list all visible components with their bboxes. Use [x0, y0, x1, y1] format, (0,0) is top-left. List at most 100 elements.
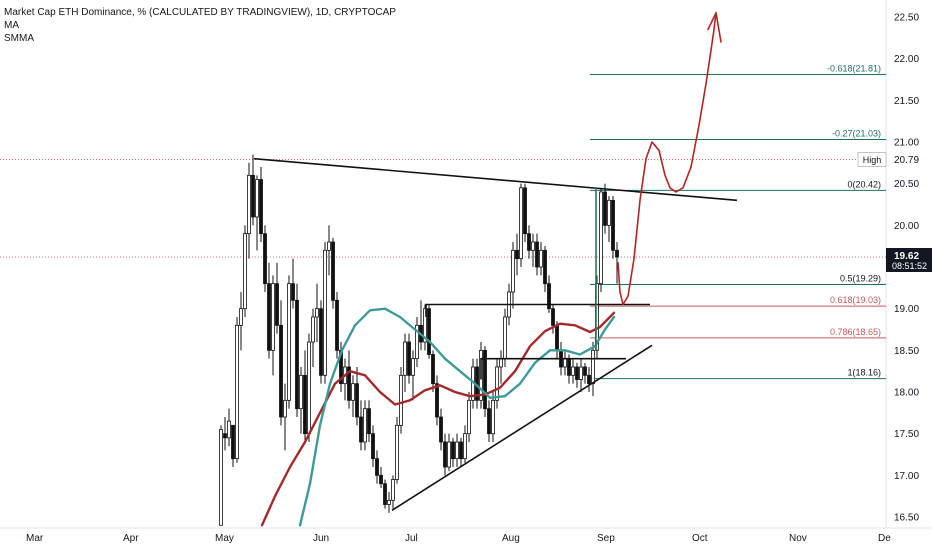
candle	[583, 362, 587, 384]
candle-body	[399, 374, 403, 426]
candle-body	[607, 199, 611, 226]
fib-level-label: -0.27(21.03)	[832, 129, 881, 139]
candle	[283, 383, 287, 451]
candle	[311, 308, 315, 367]
candle	[547, 275, 551, 313]
ascending-trendline	[391, 344, 653, 512]
fib-level-label: 0(20.42)	[847, 179, 881, 189]
candle	[515, 233, 519, 276]
candle	[255, 175, 259, 251]
x-tick-label: Mar	[26, 533, 44, 544]
fib-level-label: 1(18.16)	[847, 368, 881, 378]
indicator-ma-label[interactable]: MA	[4, 20, 19, 31]
candle-body	[267, 283, 271, 351]
candle-body	[379, 474, 383, 485]
candle-body	[611, 199, 615, 251]
candle-body	[239, 308, 243, 326]
candle	[571, 358, 575, 384]
candle	[539, 242, 543, 276]
candle	[491, 392, 495, 442]
candle	[607, 196, 611, 242]
candle-body	[615, 249, 619, 258]
candle-body	[555, 324, 559, 351]
candle	[483, 346, 487, 417]
y-tick-label: 18.50	[894, 346, 919, 357]
candle-body	[363, 408, 367, 443]
candle	[383, 479, 387, 509]
candle-body	[359, 416, 363, 443]
candle-body	[519, 187, 523, 260]
candle	[463, 425, 467, 463]
candle	[367, 400, 371, 442]
candle-body	[383, 483, 387, 505]
y-tick-label: 16.50	[894, 513, 919, 524]
fib-level-label: -0.618(21.81)	[827, 64, 881, 74]
ma-line	[298, 307, 616, 527]
x-tick-label: Jun	[313, 533, 329, 544]
y-tick-label: 18.00	[894, 388, 919, 399]
fib-level-label: 0.786(18.65)	[830, 327, 881, 337]
high-label-box	[857, 152, 887, 167]
candle-body	[603, 191, 607, 226]
candle-body	[251, 174, 255, 218]
candle	[447, 433, 451, 472]
candle	[263, 225, 267, 292]
candle-body	[415, 324, 419, 360]
candle	[363, 400, 367, 451]
candle	[551, 304, 555, 334]
x-tick-label: May	[215, 533, 234, 544]
candle-body	[371, 433, 375, 460]
candle	[239, 292, 243, 351]
candle-body	[503, 316, 507, 360]
candle-body	[391, 479, 395, 501]
candle-body	[331, 241, 335, 301]
symbol-title[interactable]: Market Cap ETH Dominance, % (CALCULATED …	[4, 7, 396, 18]
candle-body	[319, 308, 323, 376]
candle	[299, 367, 303, 434]
candle-body	[279, 324, 283, 418]
candle	[391, 475, 395, 509]
x-tick-label: De	[878, 533, 891, 544]
candle-body	[227, 420, 231, 439]
candle	[275, 262, 279, 334]
candle	[523, 183, 527, 242]
candle-body	[579, 366, 583, 380]
candle	[535, 233, 539, 276]
candle-body	[511, 249, 515, 293]
candle	[459, 437, 463, 467]
resistance-box-upper	[425, 303, 650, 317]
indicator-smma-label[interactable]: SMMA	[4, 33, 34, 44]
fib-level-label: 0.618(19.03)	[830, 295, 881, 305]
candle-body	[387, 499, 391, 505]
candle-body	[599, 191, 603, 285]
candle	[455, 433, 459, 467]
candle-body	[275, 283, 279, 326]
y-tick-label: 20.50	[894, 179, 919, 190]
candle	[259, 167, 263, 242]
candle-body	[255, 179, 259, 218]
candle-body	[587, 374, 591, 385]
candle	[247, 162, 251, 259]
candle	[323, 242, 327, 384]
y-tick-label: 19.00	[894, 304, 919, 315]
candle-body	[439, 416, 443, 443]
candle-body	[263, 233, 267, 285]
candle-body	[347, 366, 351, 401]
candle-body	[411, 358, 415, 376]
candle-body	[571, 366, 575, 376]
y-tick-label: 22.50	[894, 13, 919, 24]
projection-arrow-path	[617, 12, 717, 306]
candle-body	[307, 341, 311, 435]
candle	[439, 408, 443, 451]
candle-body	[547, 283, 551, 310]
candle-body	[495, 366, 499, 401]
candle	[379, 467, 383, 488]
candle-body	[271, 283, 275, 351]
candle	[231, 424, 235, 467]
candle-body	[591, 349, 595, 385]
candle-body	[287, 283, 291, 401]
y-tick-label: 17.00	[894, 471, 919, 482]
candle-body	[463, 433, 467, 460]
